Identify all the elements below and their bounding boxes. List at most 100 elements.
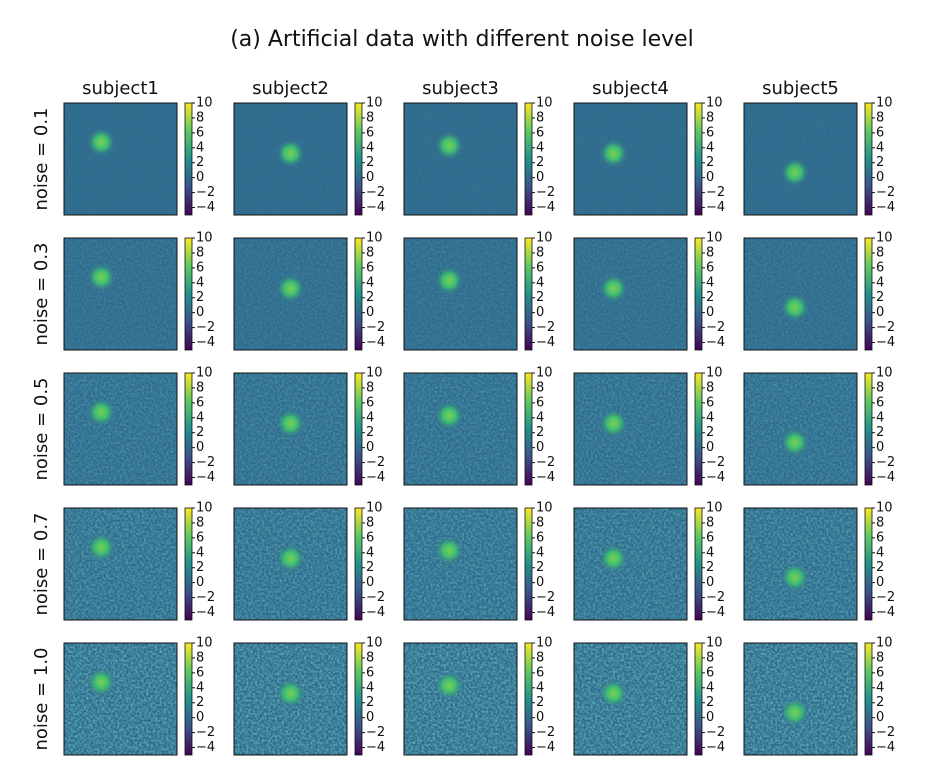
- heatmap-frame: [573, 102, 688, 216]
- colorbar-tick-label: 8: [536, 515, 544, 530]
- heatmap-noise: [64, 373, 177, 485]
- colorbar-tick-label: 10: [876, 636, 893, 651]
- signal-blob: [779, 427, 810, 458]
- colorbar-tick-label: 8: [536, 245, 544, 260]
- colorbar-tick-label: 6: [876, 530, 884, 545]
- colorbar-tick-label: 4: [536, 545, 544, 560]
- colorbar-tick-label: −4: [706, 335, 725, 350]
- colorbar-tick-label: 0: [706, 575, 714, 590]
- signal-blob: [275, 273, 306, 304]
- colorbar-tick-label: 6: [366, 260, 374, 275]
- colorbar-tick-label: 8: [706, 110, 714, 125]
- colorbar-tick-label: −2: [536, 725, 555, 740]
- colorbar-tick-label: 0: [876, 575, 884, 590]
- colorbar-tick-label: 0: [366, 170, 374, 185]
- colorbar-tick-label: 2: [366, 695, 374, 710]
- signal-blob: [434, 130, 465, 161]
- colorbar-tick-label: 0: [876, 170, 884, 185]
- colorbar-tick-label: 10: [876, 501, 893, 516]
- colorbar-tick-label: −4: [876, 605, 895, 620]
- colorbar-tick-label: 0: [876, 305, 884, 320]
- colorbar-tick-label: 0: [536, 305, 544, 320]
- colorbar-tick-label: 6: [706, 530, 714, 545]
- colorbar-tick-label: 2: [706, 425, 714, 440]
- colorbar-tick-label: 10: [876, 366, 893, 381]
- heatmap-noise: [404, 373, 517, 485]
- colorbar-tick-label: −2: [366, 320, 385, 335]
- colorbar: [354, 642, 363, 756]
- signal-blob: [275, 138, 306, 169]
- colorbar-tick-label: 6: [876, 260, 884, 275]
- row-label: noise = 0.5: [31, 377, 52, 480]
- heatmap-noise: [574, 373, 687, 485]
- colorbar-tick-label: 4: [706, 680, 714, 695]
- colorbar-tick-label: 2: [876, 695, 884, 710]
- colorbar: [694, 507, 703, 621]
- colorbar-tick-label: −4: [366, 470, 385, 485]
- colorbar-tick-label: −4: [706, 470, 725, 485]
- heatmap-frame: [403, 642, 518, 756]
- heatmap-frame: [403, 102, 518, 216]
- colorbar-tick-label: 8: [876, 110, 884, 125]
- colorbar-tick-label: −2: [196, 725, 215, 740]
- colorbar-tick-label: 4: [196, 275, 204, 290]
- heatmap-noise: [404, 238, 517, 350]
- colorbar-tick-label: −4: [706, 605, 725, 620]
- colorbar-tick-label: 4: [196, 140, 204, 155]
- colorbar-tick-label: 10: [706, 501, 723, 516]
- colorbar-tick-label: 6: [366, 665, 374, 680]
- column-label: subject3: [422, 78, 499, 99]
- colorbar-tick-label: 0: [196, 440, 204, 455]
- colorbar: [184, 237, 193, 351]
- colorbar-tick-label: 2: [706, 695, 714, 710]
- colorbar-tick-label: −2: [706, 590, 725, 605]
- colorbar-tick-label: 8: [366, 110, 374, 125]
- colorbar-tick-label: 10: [876, 96, 893, 111]
- colorbar-tick-label: 0: [366, 575, 374, 590]
- colorbar: [184, 372, 193, 486]
- signal-blob: [779, 562, 810, 593]
- colorbar-tick-label: 8: [196, 245, 204, 260]
- colorbar-tick-label: 8: [876, 515, 884, 530]
- heatmap-frame: [63, 642, 178, 756]
- colorbar-tick-label: 2: [876, 155, 884, 170]
- signal-blob: [275, 408, 306, 439]
- colorbar-tick-label: 6: [536, 530, 544, 545]
- colorbar-tick-label: 10: [536, 501, 553, 516]
- signal-blob: [598, 138, 629, 169]
- colorbar-tick-label: 2: [536, 155, 544, 170]
- colorbar-tick-label: 4: [706, 410, 714, 425]
- colorbar-tick-label: 2: [876, 425, 884, 440]
- colorbar-tick-label: 8: [706, 245, 714, 260]
- signal-blob: [434, 535, 465, 566]
- colorbar: [864, 642, 873, 756]
- colorbar: [864, 372, 873, 486]
- heatmap-frame: [233, 237, 348, 351]
- row-label: noise = 0.3: [31, 242, 52, 345]
- colorbar-tick-label: 2: [366, 425, 374, 440]
- colorbar-tick-label: 0: [536, 170, 544, 185]
- colorbar: [354, 237, 363, 351]
- colorbar-tick-label: −4: [876, 470, 895, 485]
- colorbar-tick-label: 4: [536, 140, 544, 155]
- colorbar-tick-label: −4: [536, 605, 555, 620]
- colorbar-tick-label: 4: [706, 275, 714, 290]
- colorbar-tick-label: 10: [706, 231, 723, 246]
- heatmap-noise: [574, 643, 687, 755]
- colorbar-tick-label: 0: [366, 305, 374, 320]
- colorbar-tick-label: 0: [536, 710, 544, 725]
- colorbar-tick-label: −2: [536, 455, 555, 470]
- colorbar-tick-label: 0: [706, 440, 714, 455]
- colorbar-tick-label: 10: [366, 636, 383, 651]
- colorbar-tick-label: 2: [706, 290, 714, 305]
- signal-blob: [275, 543, 306, 574]
- heatmap-frame: [573, 507, 688, 621]
- colorbar-tick-label: 6: [706, 665, 714, 680]
- colorbar: [864, 507, 873, 621]
- colorbar-tick-label: 4: [196, 410, 204, 425]
- colorbar-tick-label: 0: [536, 440, 544, 455]
- colorbar-tick-label: 8: [706, 380, 714, 395]
- colorbar-tick-label: 6: [366, 530, 374, 545]
- colorbar-tick-label: −4: [876, 200, 895, 215]
- colorbar-tick-label: 4: [196, 680, 204, 695]
